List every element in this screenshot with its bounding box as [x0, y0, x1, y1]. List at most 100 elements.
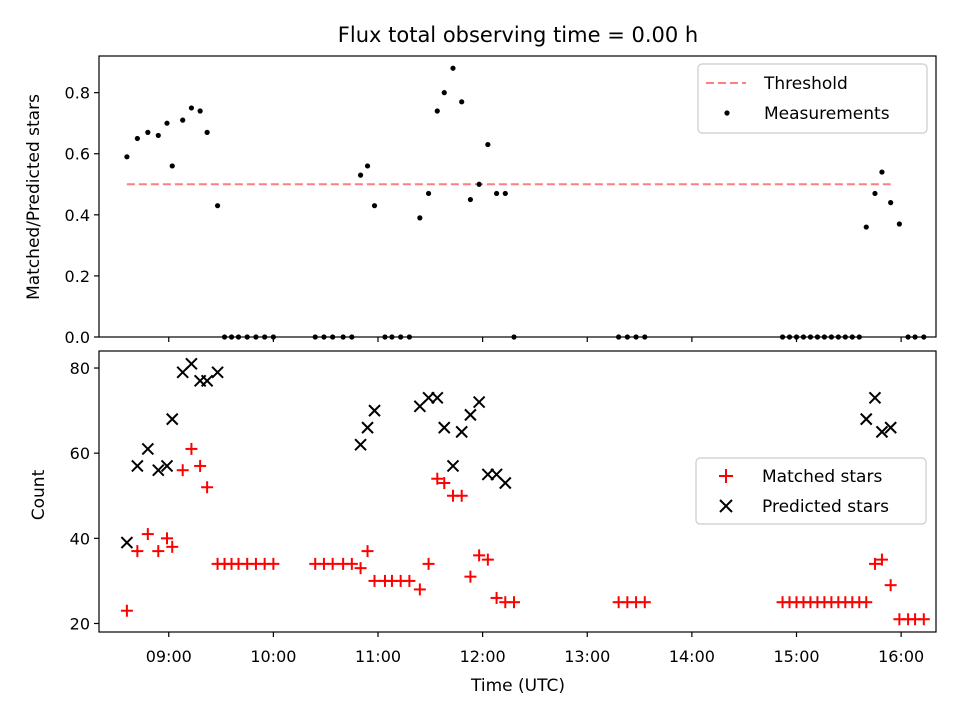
measurement-point: [164, 120, 170, 126]
measurement-point: [188, 105, 195, 111]
matched-star-point: [508, 596, 521, 609]
matched-star-point: [326, 557, 339, 570]
measurement-point: [145, 129, 151, 135]
matched-star-point: [431, 472, 444, 485]
bottom-x-tick-label: 12:00: [460, 647, 506, 666]
measurement-point: [371, 203, 378, 209]
top-legend-box: [697, 63, 928, 134]
matched-star-point: [438, 476, 451, 489]
measurement-point: [879, 169, 885, 175]
top-x-ticks: [168, 337, 902, 342]
top-y-tick-label: 0.4: [65, 206, 90, 225]
bottom-y-ticks: 20 40 60 80: [70, 359, 99, 633]
predicted-star-point: [431, 391, 444, 405]
legend-matched-swatch: [719, 469, 733, 483]
bottom-x-tick-label: 13:00: [564, 647, 610, 666]
predicted-star-point: [868, 391, 882, 405]
top-y-tick-label: 0.0: [65, 328, 90, 347]
top-axes-frame: [98, 55, 937, 338]
bottom-y-tick-label: 80: [70, 359, 90, 378]
bottom-panel: Count Time (UTC) 20 40 60 80 09:00 10:00 11:0…: [29, 350, 937, 696]
measurement-point: [425, 190, 432, 197]
matched-star-point: [267, 557, 280, 570]
measurement-point: [204, 129, 210, 135]
legend-predicted-swatch: [719, 499, 733, 513]
measurement-point: [863, 224, 869, 230]
bottom-x-tick-label: 15:00: [773, 647, 819, 666]
bottom-plot-area: [120, 357, 930, 626]
matched-star-point: [403, 574, 416, 587]
matched-star-point: [455, 489, 468, 502]
measurement-point: [169, 163, 175, 169]
matched-star-point: [368, 574, 381, 587]
measurement-point: [441, 90, 447, 96]
bottom-x-ticks: 09:00 10:00 11:00 12:00 13:00 14:00 15:00 16:00: [146, 632, 924, 666]
matched-star-point: [422, 557, 435, 570]
top-y-tick-label: 0.6: [65, 145, 90, 164]
predicted-star-point: [160, 459, 174, 473]
measurement-point: [467, 196, 474, 203]
bottom-y-tick-label: 40: [70, 529, 90, 548]
legend-predicted-label: Predicted stars: [762, 497, 889, 517]
predicted-star-point: [166, 412, 179, 426]
bottom-x-tick-label: 09:00: [146, 647, 192, 666]
measurement-point: [485, 141, 491, 148]
predicted-star-point: [211, 366, 224, 379]
matched-star-point: [638, 596, 651, 609]
matched-star-point: [185, 442, 198, 455]
predicted-star-point: [152, 464, 165, 477]
predicted-star-point: [120, 536, 134, 549]
matched-star-point: [141, 528, 154, 541]
predicted-star-point: [185, 357, 198, 370]
top-y-tick-label: 0.2: [65, 267, 90, 286]
predicted-star-point: [438, 421, 451, 434]
top-legend: Threshold Measurements: [697, 63, 928, 134]
matched-star-point: [868, 557, 881, 570]
measurement-point: [434, 108, 440, 114]
bottom-legend: Matched stars Predicted stars: [695, 457, 927, 525]
bottom-axes-frame: [98, 350, 937, 633]
x-axis-label: Time (UTC): [470, 676, 565, 696]
legend-matched-label: Matched stars: [762, 467, 882, 487]
measurement-point: [896, 221, 902, 227]
legend-measurements-label: Measurements: [764, 104, 890, 124]
matched-star-point: [884, 579, 897, 592]
matched-star-point: [490, 591, 503, 604]
matched-star-point: [361, 545, 374, 558]
bottom-y-axis-label: Count: [29, 469, 49, 520]
matched-star-point: [194, 459, 207, 472]
matched-star-point: [917, 613, 930, 626]
top-panel: Flux total observing time = 0.00 h Match…: [24, 23, 937, 347]
matched-star-point: [875, 553, 888, 566]
predicted-star-point: [131, 459, 144, 473]
predicted-star-point: [368, 404, 381, 417]
matched-star-point: [120, 604, 133, 617]
bottom-x-tick-label: 11:00: [355, 647, 401, 666]
matched-star-point: [161, 532, 174, 545]
legend-threshold-label: Threshold: [763, 74, 848, 94]
matched-star-point: [152, 545, 165, 558]
measurement-point: [364, 163, 371, 169]
matched-star-point: [860, 596, 873, 609]
top-y-tick-label: 0.8: [65, 84, 90, 103]
matched-star-point: [345, 557, 358, 570]
measurement-point: [155, 132, 161, 139]
bottom-x-tick-label: 16:00: [878, 647, 924, 666]
predicted-star-point: [361, 421, 374, 434]
measurement-point: [459, 99, 465, 105]
chart-title: Flux total observing time = 0.00 h: [338, 23, 698, 47]
measurement-point: [872, 190, 878, 197]
bottom-legend-box: [695, 457, 927, 525]
predicted-star-point: [200, 374, 214, 388]
predicted-star-point: [354, 438, 367, 451]
predicted-star-point: [860, 412, 873, 426]
predicted-star-point: [472, 395, 486, 409]
measurement-point: [493, 190, 500, 197]
matched-star-point: [201, 481, 214, 494]
bottom-y-tick-label: 20: [70, 614, 90, 633]
measurement-point: [134, 135, 140, 142]
predicted-star-point: [446, 459, 460, 473]
measurement-point: [476, 181, 482, 187]
top-y-axis-label: Matched/Predicted stars: [24, 94, 44, 300]
bottom-x-tick-label: 14:00: [669, 647, 715, 666]
